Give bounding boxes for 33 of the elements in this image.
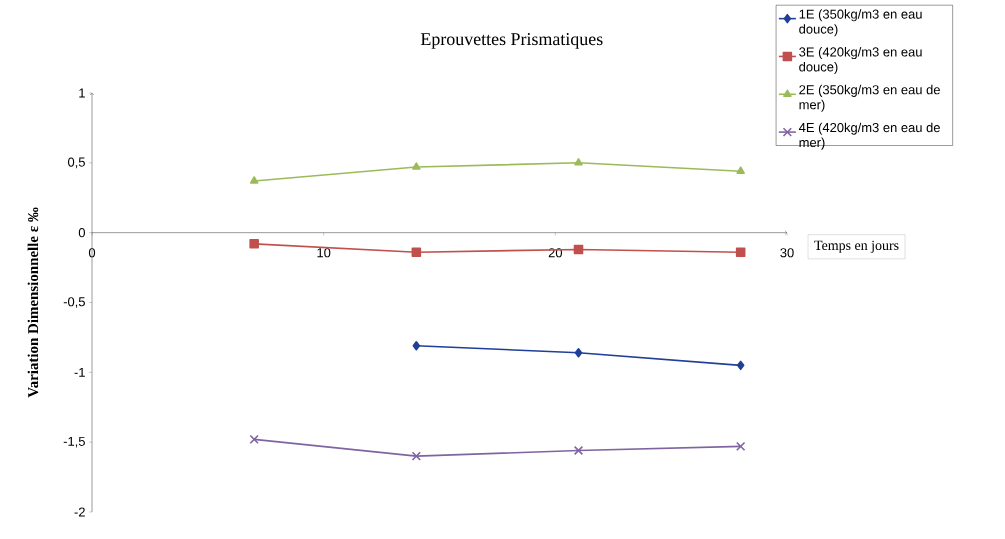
legend-label: 2E (350kg/m3 en eau de mer) — [799, 84, 940, 112]
point — [411, 451, 422, 461]
x-tick-label: 30 — [780, 248, 794, 258]
point — [573, 244, 584, 255]
y-tick-label: 0,5 — [67, 157, 85, 169]
y-tick-label: -1 — [74, 367, 85, 377]
point — [574, 158, 583, 166]
point — [412, 341, 421, 351]
y-tick-label: 0 — [78, 228, 85, 238]
y-tick-label: -0,5 — [63, 297, 85, 308]
y-axis-title: Variation Dimensionnelle ε ‰ — [27, 207, 39, 398]
point — [736, 360, 745, 371]
point — [249, 176, 259, 184]
legend-label: 3E (420kg/m3 en eau douce) — [799, 47, 922, 75]
legend-label: 1E (350kg/m3 en eau douce) — [799, 9, 922, 37]
point — [411, 247, 422, 257]
point — [573, 445, 584, 456]
x-axis-title: Temps en jours — [814, 240, 899, 253]
x-tick-label: 20 — [548, 248, 563, 258]
y-tick-label: 1 — [79, 88, 85, 98]
point — [736, 166, 745, 174]
legend-label: 4E (420kg/m3 en eau de mer) — [798, 122, 940, 150]
y-tick-label: -1,5 — [63, 436, 85, 448]
y-tick-label: -2 — [74, 507, 85, 517]
point — [412, 162, 421, 170]
x-tick-label: 0 — [88, 248, 96, 258]
point — [249, 239, 259, 249]
point — [736, 441, 746, 452]
chart-title: Eprouvettes Prismatiques — [420, 33, 603, 49]
point — [735, 247, 746, 257]
point — [574, 347, 583, 358]
point — [249, 434, 259, 445]
x-tick-label: 10 — [317, 248, 331, 258]
